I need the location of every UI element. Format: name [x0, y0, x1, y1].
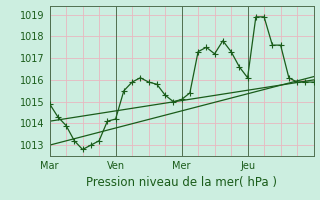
X-axis label: Pression niveau de la mer( hPa ): Pression niveau de la mer( hPa ): [86, 176, 277, 189]
